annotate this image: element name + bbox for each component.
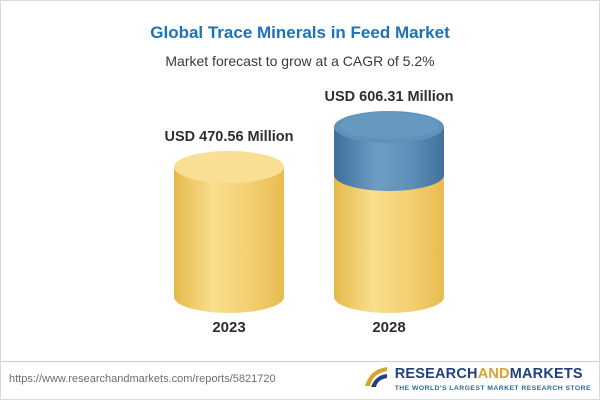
logo-wordmark: RESEARCHANDMARKETS (394, 366, 583, 383)
cylinder-2028-base-segment (334, 175, 444, 313)
logo-emblem-icon (363, 364, 389, 395)
report-url-link[interactable]: https://www.researchandmarkets.com/repor… (9, 373, 276, 385)
bar-2028-value-label: USD 606.31 Million (324, 89, 454, 105)
chart-title: Global Trace Minerals in Feed Market (150, 23, 450, 42)
bar-2028: USD 606.31 Million (309, 89, 469, 318)
logo-tagline: THE WORLD'S LARGEST MARKET RESEARCH STOR… (394, 384, 591, 392)
bar-2023-value-label: USD 470.56 Million (164, 129, 294, 145)
logo-text: RESEARCHANDMARKETS THE WORLD'S LARGEST M… (394, 366, 591, 392)
axis-label-2028: 2028 (372, 319, 406, 336)
chart-subtitle: Market forecast to grow at a CAGR of 5.2… (165, 53, 435, 69)
axis-label-2023: 2023 (212, 319, 246, 336)
research-and-markets-logo[interactable]: RESEARCHANDMARKETS THE WORLD'S LARGEST M… (363, 364, 591, 395)
footer-divider (1, 361, 599, 362)
cylinder-2023 (174, 151, 284, 318)
bar-2023: USD 470.56 Million (149, 129, 309, 318)
cylinder-2023-shape (174, 151, 284, 313)
cylinder-2028-shape (334, 111, 444, 313)
cylinder-2028-growth-segment (334, 127, 444, 191)
cylinder-2028 (334, 111, 444, 318)
